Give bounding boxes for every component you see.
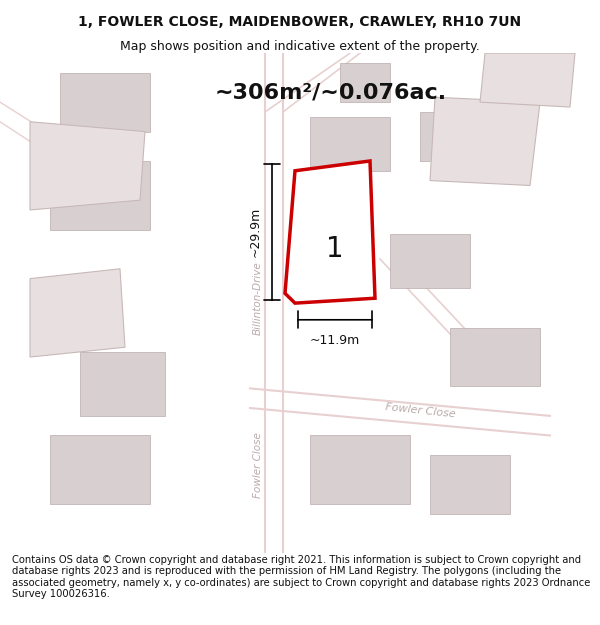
Text: ~29.9m: ~29.9m <box>249 207 262 257</box>
Polygon shape <box>310 117 390 171</box>
Polygon shape <box>50 436 150 504</box>
Polygon shape <box>285 161 375 303</box>
Polygon shape <box>420 112 495 161</box>
Polygon shape <box>60 72 150 131</box>
Polygon shape <box>310 436 410 504</box>
Text: Fowler Close: Fowler Close <box>385 402 455 419</box>
Polygon shape <box>30 122 145 210</box>
Text: 1: 1 <box>326 235 344 263</box>
Polygon shape <box>430 98 540 186</box>
Polygon shape <box>30 284 115 348</box>
Polygon shape <box>30 269 125 357</box>
Text: ~11.9m: ~11.9m <box>310 334 360 348</box>
Polygon shape <box>340 63 390 102</box>
Polygon shape <box>480 53 575 107</box>
Polygon shape <box>430 455 510 514</box>
Polygon shape <box>80 352 165 416</box>
Text: 1, FOWLER CLOSE, MAIDENBOWER, CRAWLEY, RH10 7UN: 1, FOWLER CLOSE, MAIDENBOWER, CRAWLEY, R… <box>79 15 521 29</box>
Polygon shape <box>50 161 150 229</box>
Polygon shape <box>450 328 540 386</box>
Text: Fowler Close: Fowler Close <box>253 432 263 498</box>
Text: Contains OS data © Crown copyright and database right 2021. This information is : Contains OS data © Crown copyright and d… <box>12 554 590 599</box>
Polygon shape <box>390 234 470 288</box>
Text: Map shows position and indicative extent of the property.: Map shows position and indicative extent… <box>120 40 480 53</box>
Text: Billinton-Drive: Billinton-Drive <box>253 261 263 335</box>
Text: ~306m²/~0.076ac.: ~306m²/~0.076ac. <box>215 82 447 102</box>
